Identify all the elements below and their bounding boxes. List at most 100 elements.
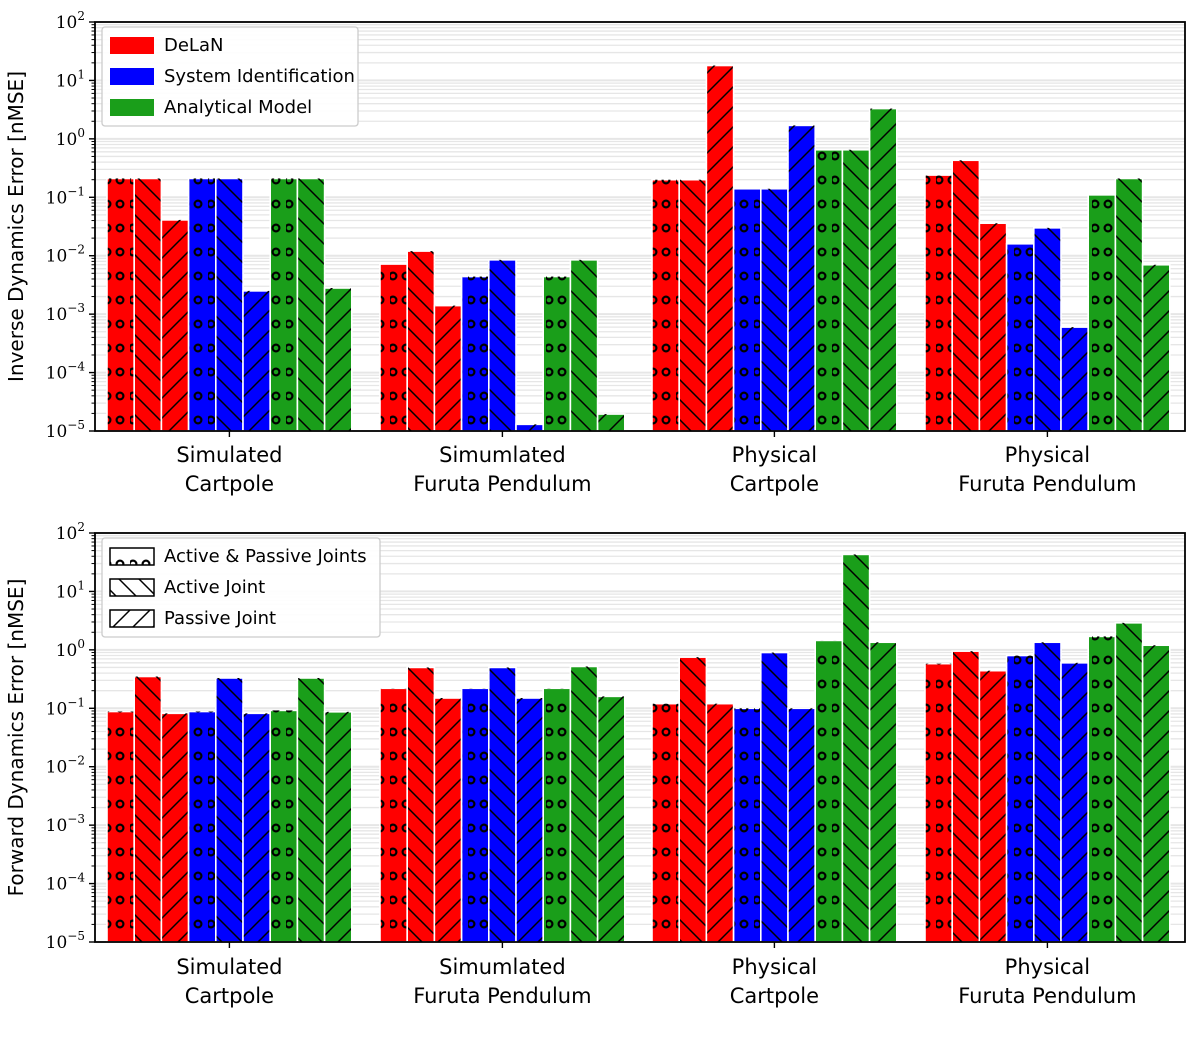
tick-base: 10 [56, 13, 78, 33]
bar-analytical-model-slash-3-hatch [870, 108, 896, 432]
legend-label: System Identification [164, 66, 355, 87]
bar-system-identification-backslash-1-hatch [216, 677, 243, 942]
bar-analytical-model-slash-4-hatch [1143, 645, 1169, 942]
x-tick-label-line2: Cartpole [730, 472, 819, 496]
bar-system-identification-slash-3-hatch [788, 708, 815, 942]
y-tick-label: 102 [56, 9, 85, 33]
tick-exponent: −5 [67, 418, 85, 432]
bar-analytical-model-slash-2-hatch [598, 414, 624, 431]
tick-exponent: −1 [67, 184, 85, 198]
bar-analytical-model-circles-1-hatch [271, 178, 297, 431]
bar-system-identification-circles-1-hatch [189, 711, 215, 942]
tick-exponent: 0 [77, 637, 85, 651]
bar-analytical-model-circles-2-hatch [544, 276, 570, 431]
y-tick-label: 100 [56, 637, 85, 661]
bar-analytical-model-backslash-1-hatch [298, 178, 324, 431]
tick-exponent: −3 [67, 301, 85, 315]
x-axis: Simulated Cartpole Simumlated Furuta Pendul… [176, 431, 1137, 496]
bar-analytical-model-backslash-2-hatch [571, 259, 597, 431]
tick-base: 10 [46, 699, 68, 719]
x-tick-label-line2: Cartpole [185, 472, 274, 496]
bar-system-identification-backslash-3-hatch [761, 188, 788, 431]
legend-swatch [110, 68, 154, 85]
bar-system-identification-backslash-4-hatch [1034, 227, 1061, 431]
x-tick-label-line2: Furuta Pendulum [413, 984, 591, 1008]
bar-delan-circles-3-hatch [652, 179, 679, 431]
bars [106, 64, 1171, 432]
y-tick-label: 101 [56, 67, 85, 91]
y-tick-label: 10−1 [46, 184, 85, 208]
legend-label: Passive Joint [164, 608, 276, 629]
tick-base: 10 [46, 816, 68, 836]
x-tick-label-line1: Simumlated [439, 443, 566, 467]
bar-system-identification-slash-1-hatch [243, 713, 270, 942]
y-tick-label: 10−2 [46, 243, 85, 267]
bar-analytical-model-circles-1-hatch [271, 710, 297, 942]
bar-analytical-model-backslash-4-hatch [1116, 178, 1142, 431]
bar-system-identification-slash-4-hatch [1061, 327, 1088, 431]
bar-system-identification-slash-2-hatch [516, 424, 543, 431]
x-tick-label-line2: Cartpole [185, 984, 274, 1008]
bar-analytical-model-slash-4-hatch [1143, 264, 1169, 431]
bar-system-identification-backslash-2-hatch [489, 259, 516, 431]
bar-delan-slash-4-hatch [980, 670, 1006, 942]
bar-system-identification-backslash-1-hatch [216, 178, 243, 431]
bar-analytical-model-backslash-4-hatch [1116, 622, 1142, 942]
legend-swatch-hatch [109, 609, 155, 628]
x-tick-label-line1: Simulated [176, 955, 282, 979]
bars [106, 553, 1171, 943]
y-tick-label: 10−3 [46, 301, 85, 325]
bar-analytical-model-slash-1-hatch [325, 288, 351, 431]
bar-system-identification-circles-3-hatch [734, 188, 760, 431]
legend-swatch [110, 99, 154, 116]
bar-analytical-model-slash-1-hatch [325, 711, 351, 942]
x-tick-label-line1: Physical [732, 443, 817, 467]
y-tick-label: 10−4 [46, 360, 86, 384]
y-tick-label: 10−4 [46, 871, 86, 895]
y-tick-label: 10−5 [46, 929, 85, 953]
y-axis-label: Inverse Dynamics Error [nMSE] [4, 71, 28, 382]
legend-swatch-hatch [109, 547, 155, 566]
y-tick-label: 10−2 [46, 754, 85, 778]
tick-base: 10 [46, 933, 68, 953]
tick-base: 10 [46, 364, 68, 384]
bar-system-identification-circles-2-hatch [462, 276, 488, 431]
bar-delan-backslash-2-hatch [408, 251, 434, 431]
bar-system-identification-circles-4-hatch [1007, 243, 1033, 431]
legend-label: Active Joint [164, 577, 265, 598]
tick-base: 10 [46, 305, 68, 325]
tick-base: 10 [56, 71, 78, 91]
bar-delan-circles-2-hatch [380, 264, 407, 431]
y-axis-label: Forward Dynamics Error [nMSE] [4, 579, 28, 897]
tick-exponent: 2 [77, 9, 85, 23]
y-tick-label: 100 [56, 126, 85, 150]
bar-delan-slash-2-hatch [435, 305, 461, 431]
bar-analytical-model-backslash-1-hatch [298, 677, 324, 942]
bar-system-identification-slash-1-hatch [243, 290, 270, 431]
bar-delan-circles-2-hatch [380, 688, 407, 942]
bar-system-identification-slash-2-hatch [516, 697, 543, 942]
tick-exponent: 2 [77, 520, 85, 534]
bar-delan-slash-4-hatch [980, 223, 1006, 431]
bar-analytical-model-slash-2-hatch [598, 696, 624, 942]
bar-delan-backslash-2-hatch [408, 667, 434, 942]
bar-system-identification-circles-4-hatch [1007, 655, 1033, 942]
bar-analytical-model-circles-3-hatch [816, 640, 842, 942]
y-tick-label: 10−1 [46, 695, 85, 719]
tick-exponent: 0 [77, 126, 85, 140]
x-tick-label-line2: Furuta Pendulum [958, 472, 1136, 496]
bar-system-identification-backslash-2-hatch [489, 667, 516, 942]
legend-box [101, 537, 381, 638]
legend-swatch [110, 37, 154, 54]
bar-system-identification-backslash-4-hatch [1034, 642, 1061, 942]
x-tick-label-line2: Furuta Pendulum [958, 984, 1136, 1008]
axes-frame [94, 21, 1186, 432]
bar-analytical-model-backslash-3-hatch [843, 554, 869, 942]
tick-base: 10 [46, 422, 68, 442]
bar-analytical-model-circles-3-hatch [816, 149, 842, 432]
tick-exponent: −4 [67, 871, 85, 885]
